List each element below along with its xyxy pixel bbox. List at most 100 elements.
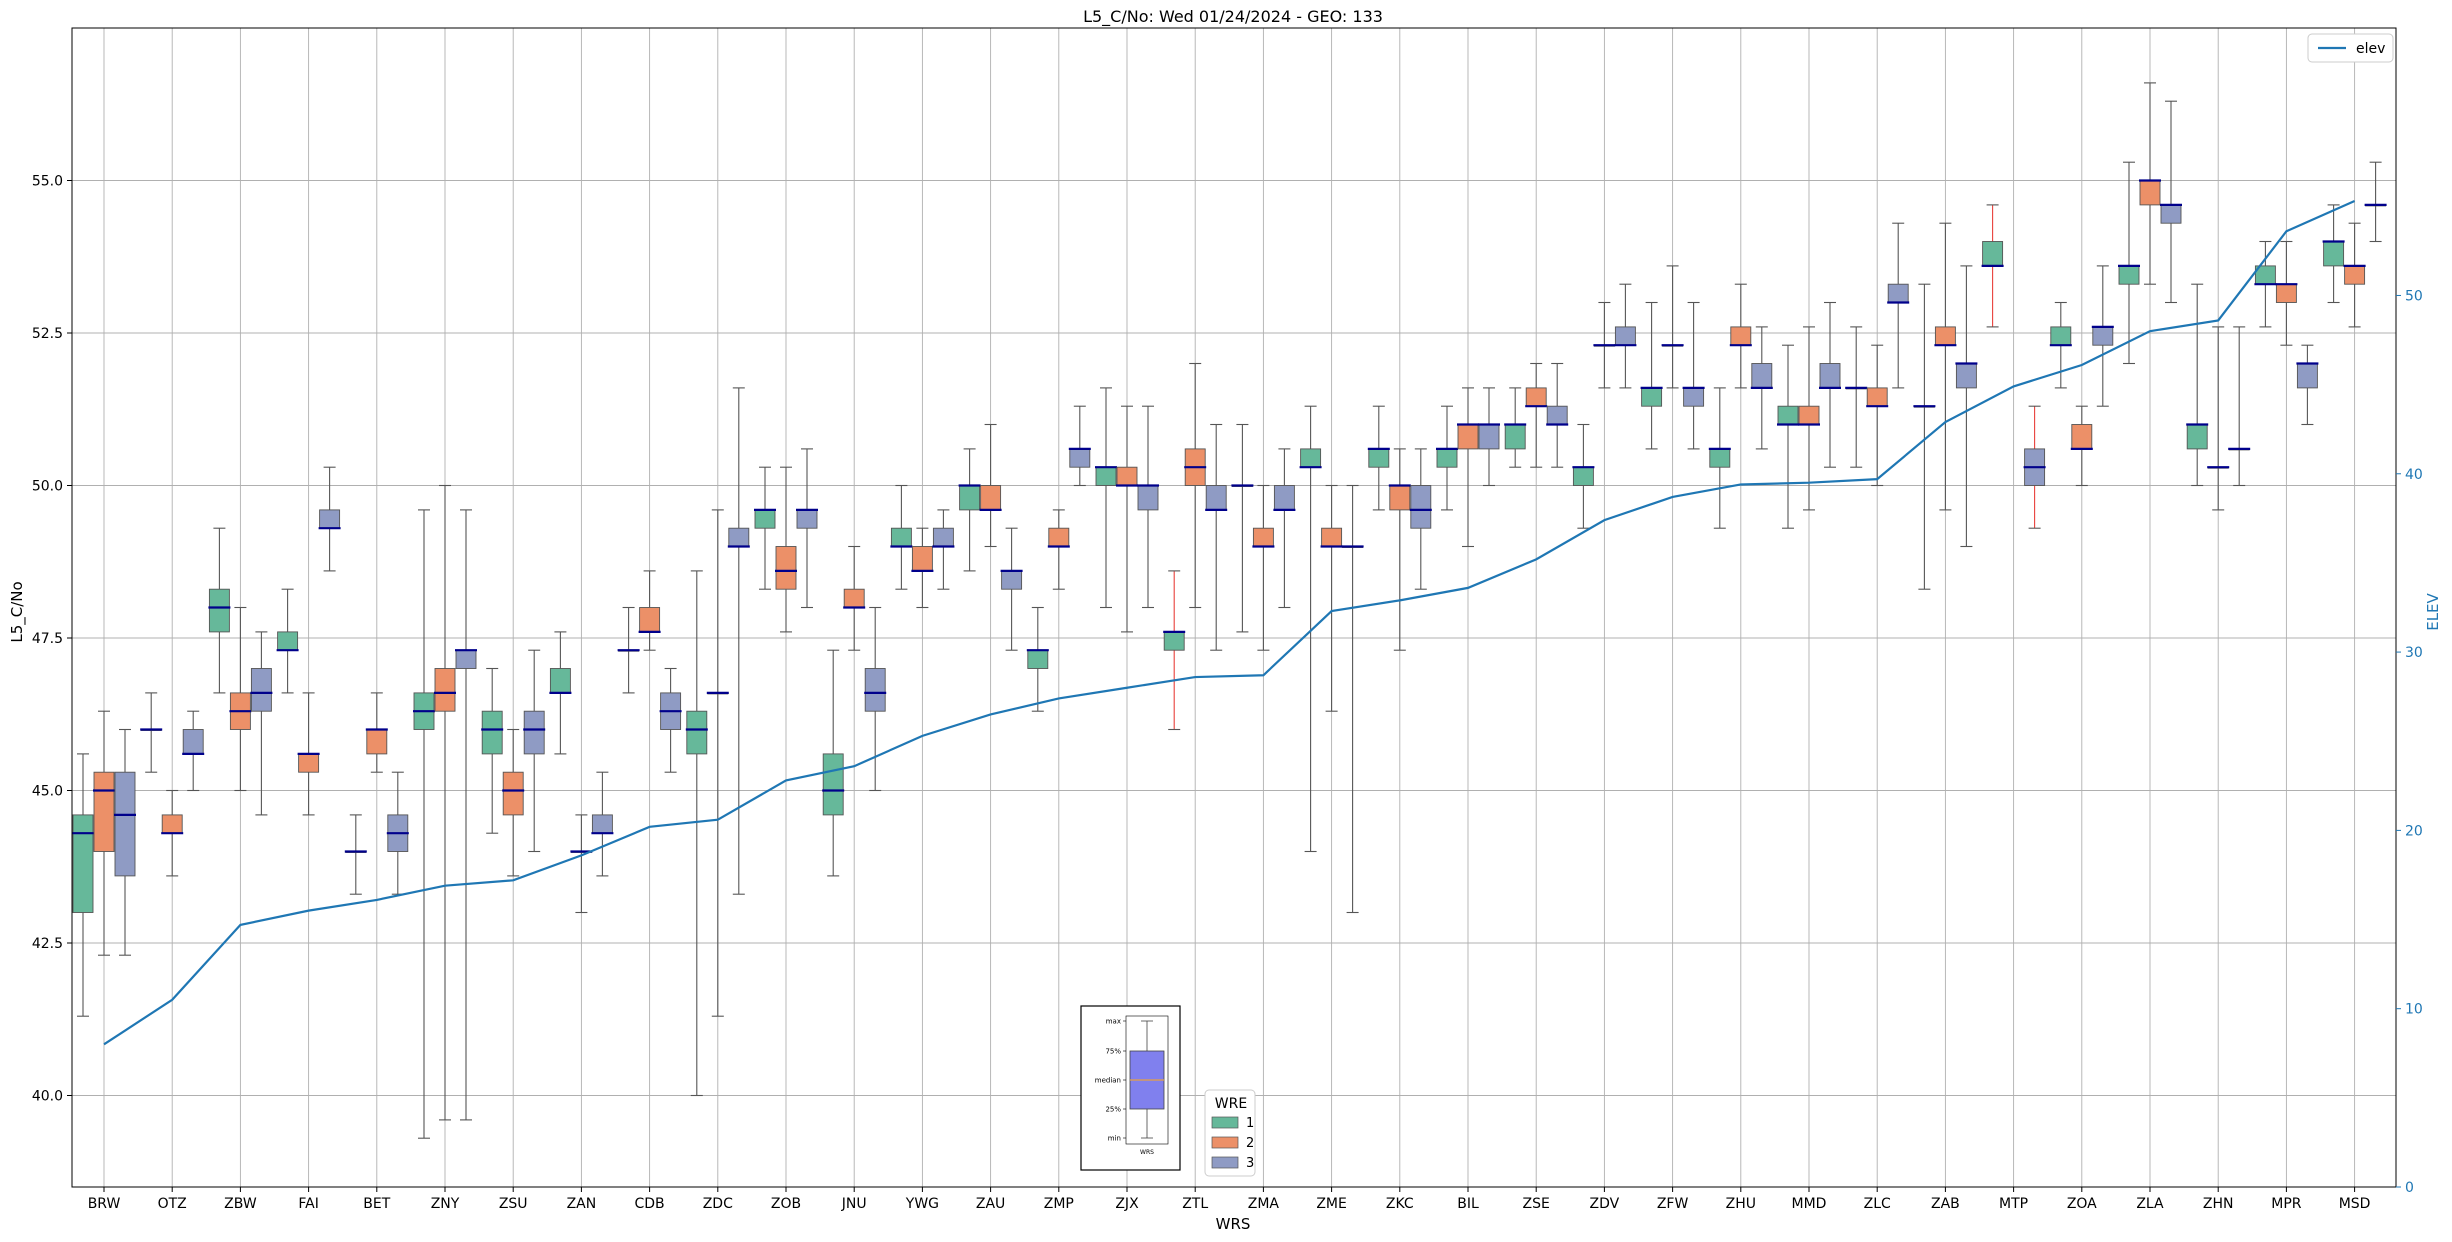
box-iqr xyxy=(1982,241,2004,267)
x-tick-label: ZDV xyxy=(1590,1196,1620,1212)
elev-line xyxy=(103,199,2356,1046)
box-iqr xyxy=(1069,448,1091,468)
box-iqr xyxy=(481,710,503,755)
y2-tick-label: 40 xyxy=(2405,467,2423,483)
x-tick-label: ZOB xyxy=(771,1196,801,1212)
box-iqr xyxy=(1273,485,1295,511)
box-iqr xyxy=(775,546,797,590)
box-zny-wre1 xyxy=(413,509,435,1139)
box-iqr xyxy=(2050,326,2072,346)
box-brw-wre3 xyxy=(114,728,136,956)
box-iqr xyxy=(455,649,477,669)
x-tick-label: FAI xyxy=(298,1196,318,1212)
box-iqr xyxy=(1478,424,1500,450)
box-iqr xyxy=(1001,570,1023,590)
x-tick-label: MPR xyxy=(2271,1196,2302,1212)
box-iqr xyxy=(822,753,844,816)
box-iqr xyxy=(911,546,933,572)
x-tick-label: ZAB xyxy=(1931,1196,1960,1212)
box-iqr xyxy=(1683,387,1705,407)
box-iqr xyxy=(1436,448,1458,468)
box-zsu-wre3 xyxy=(523,649,546,853)
box-bil-wre1 xyxy=(1436,405,1458,511)
inset-tick-label: max xyxy=(1106,1018,1121,1026)
inset-tick-label: 25% xyxy=(1105,1106,1121,1114)
box-zdc-wre3 xyxy=(727,387,750,895)
box-zny-wre3 xyxy=(455,509,477,1121)
x-tick-label: ZMP xyxy=(1044,1196,1074,1212)
box-iqr xyxy=(1321,527,1343,547)
x-tick-label: ZLC xyxy=(1864,1196,1891,1212)
x-tick-label: YWG xyxy=(905,1196,939,1212)
y-tick-label: 55.0 xyxy=(32,174,63,190)
box-iqr xyxy=(932,527,954,547)
x-tick-label: BRW xyxy=(88,1196,121,1212)
y-axis-label: L5_C/No xyxy=(8,581,27,642)
box-zlc-wre3 xyxy=(1887,222,1910,389)
box-iqr xyxy=(1095,466,1117,486)
box-mtp-wre1 xyxy=(1981,204,2004,328)
wre-legend-swatch-2 xyxy=(1211,1136,1239,1149)
box-iqr xyxy=(93,771,115,852)
box-zdc-wre2 xyxy=(706,509,729,1017)
box-iqr xyxy=(686,710,708,755)
x-tick-label: OTZ xyxy=(158,1196,187,1212)
box-zjx-wre3 xyxy=(1137,405,1159,609)
box-zlc-wre1 xyxy=(1845,326,1868,468)
box-iqr xyxy=(1205,485,1227,511)
box-iqr xyxy=(2275,283,2297,303)
y2-tick-label: 30 xyxy=(2405,645,2423,661)
box-ztl-wre1 xyxy=(1163,570,1186,731)
box-iqr xyxy=(277,631,299,651)
box-iqr xyxy=(639,607,661,633)
y-tick-label: 42.5 xyxy=(32,936,63,952)
box-mpr-wre3 xyxy=(2296,344,2319,426)
x-tick-label: CDB xyxy=(635,1196,665,1212)
box-mmd-wre1 xyxy=(1777,344,1799,529)
box-zjx-wre2 xyxy=(1116,405,1138,633)
x-tick-label: ZSE xyxy=(1523,1196,1550,1212)
wre-legend-label-3: 3 xyxy=(1246,1156,1254,1171)
box-zma-wre2 xyxy=(1252,484,1275,651)
box-iqr xyxy=(2118,265,2140,285)
box-iqr xyxy=(1614,326,1636,346)
box-jnu-wre2 xyxy=(843,545,866,651)
box-iqr xyxy=(1887,283,1909,303)
box-zab-wre3 xyxy=(1955,265,1978,548)
box-iqr xyxy=(523,710,545,755)
elev-legend-frame xyxy=(2307,33,2394,63)
box-zme-wre2 xyxy=(1320,484,1343,712)
box-mtp-wre3 xyxy=(2023,405,2046,529)
box-iqr xyxy=(298,753,320,773)
inset-tick-label: median xyxy=(1095,1077,1121,1085)
box-iqr xyxy=(1777,405,1799,425)
x-tick-label: ZKC xyxy=(1386,1196,1414,1212)
x-tick-label: ZAU xyxy=(976,1196,1005,1212)
box-zfw-wre1 xyxy=(1640,301,1663,450)
y2-tick-label: 20 xyxy=(2405,823,2423,839)
axes: 40.0 42.5 45.0 47.5 50.0 52.5 55.0 0 10 20 30 40 50 B… xyxy=(32,27,2423,1212)
inset-tick-label: 75% xyxy=(1105,1048,1121,1056)
inset-tick-label: min xyxy=(1108,1135,1121,1143)
box-iqr xyxy=(208,588,230,633)
x-tick-label: ZDC xyxy=(703,1196,733,1212)
x-tick-label: ZTL xyxy=(1182,1196,1208,1212)
elev-line-series xyxy=(103,199,2356,1046)
box-iqr xyxy=(1504,424,1526,450)
box-zhn-wre1 xyxy=(2186,283,2209,487)
x-tick-label: ZFW xyxy=(1657,1196,1689,1212)
box-bil-wre3 xyxy=(1478,387,1500,487)
box-iqr xyxy=(114,771,136,877)
box-otz-wre3 xyxy=(182,710,205,792)
box-zob-wre3 xyxy=(796,448,818,609)
y2-tick-label: 50 xyxy=(2405,288,2423,304)
box-ywg-wre2 xyxy=(911,527,934,609)
x-tick-label: ZJX xyxy=(1115,1196,1139,1212)
y-tick-label: 50.0 xyxy=(32,479,63,495)
box-zau-wre2 xyxy=(979,423,1002,548)
x-tick-label: JNU xyxy=(841,1196,867,1212)
box-iqr xyxy=(366,729,388,755)
box-mmd-wre2 xyxy=(1798,326,1820,511)
box-iqr xyxy=(1934,326,1956,346)
